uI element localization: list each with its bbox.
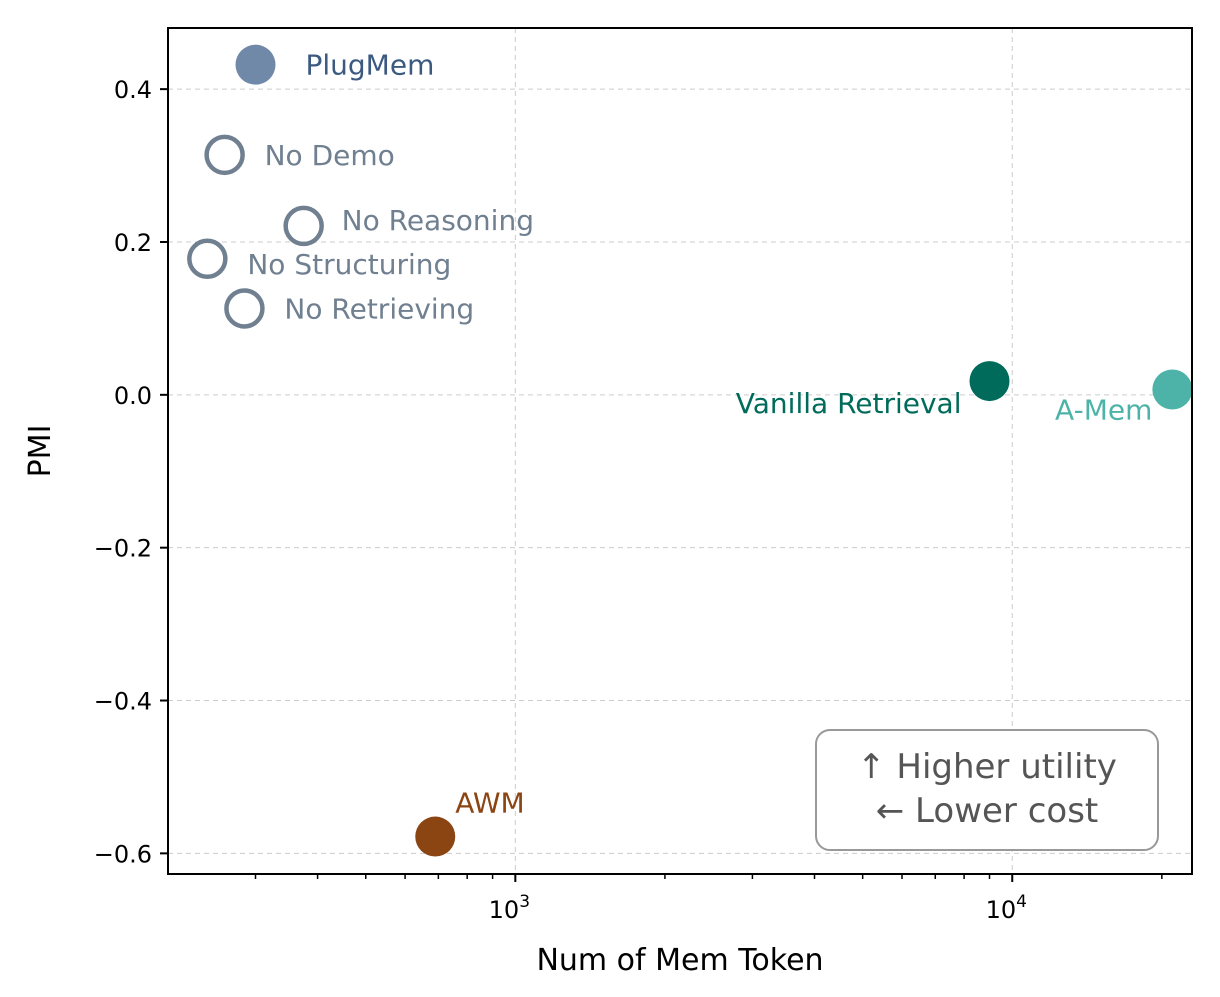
point-a-mem xyxy=(1152,369,1193,410)
x-tick-label: 103 xyxy=(489,892,530,924)
point-no-structuring xyxy=(187,238,228,280)
point-plugmem xyxy=(235,44,276,85)
point-no-retrieving xyxy=(224,288,265,329)
data-points xyxy=(187,44,1193,857)
point-awm xyxy=(415,816,456,857)
axis-ticks: 0.4 0.2 0.0 −0.2 −0.4 −0.6 103 104 xyxy=(94,76,1163,924)
label-a-mem: A-Mem xyxy=(1055,393,1152,426)
label-awm: AWM xyxy=(455,787,524,820)
utility-cost-note: ↑ Higher utility ← Lower cost xyxy=(815,729,1159,851)
y-tick-label: 0.0 xyxy=(114,382,152,410)
point-vanilla-retrieval xyxy=(969,361,1010,402)
y-tick-label: 0.4 xyxy=(114,76,152,104)
note-line-cost: ← Lower cost xyxy=(876,791,1099,831)
y-tick-label: −0.6 xyxy=(94,840,152,868)
plot-frame xyxy=(167,27,1193,875)
y-axis-label: PMI xyxy=(23,425,58,478)
note-line-utility: ↑ Higher utility xyxy=(857,747,1117,787)
note-box xyxy=(815,729,1159,851)
label-no-reasoning: No Reasoning xyxy=(342,204,534,237)
point-no-reasoning xyxy=(283,205,324,247)
y-tick-label: −0.2 xyxy=(94,535,152,563)
x-tick-label: 104 xyxy=(986,892,1027,924)
label-plugmem: PlugMem xyxy=(306,49,435,82)
point-labels: PlugMem No Demo No Reasoning No Structuring… xyxy=(247,49,1152,820)
label-vanilla-retrieval: Vanilla Retrieval xyxy=(736,387,962,420)
label-no-demo: No Demo xyxy=(265,139,395,172)
label-no-structuring: No Structuring xyxy=(247,248,451,281)
point-no-demo xyxy=(204,134,245,176)
x-axis-label: Num of Mem Token xyxy=(536,943,823,978)
y-tick-label: 0.2 xyxy=(114,229,152,257)
y-tick-label: −0.4 xyxy=(94,688,152,716)
label-no-retrieving: No Retrieving xyxy=(284,292,474,325)
